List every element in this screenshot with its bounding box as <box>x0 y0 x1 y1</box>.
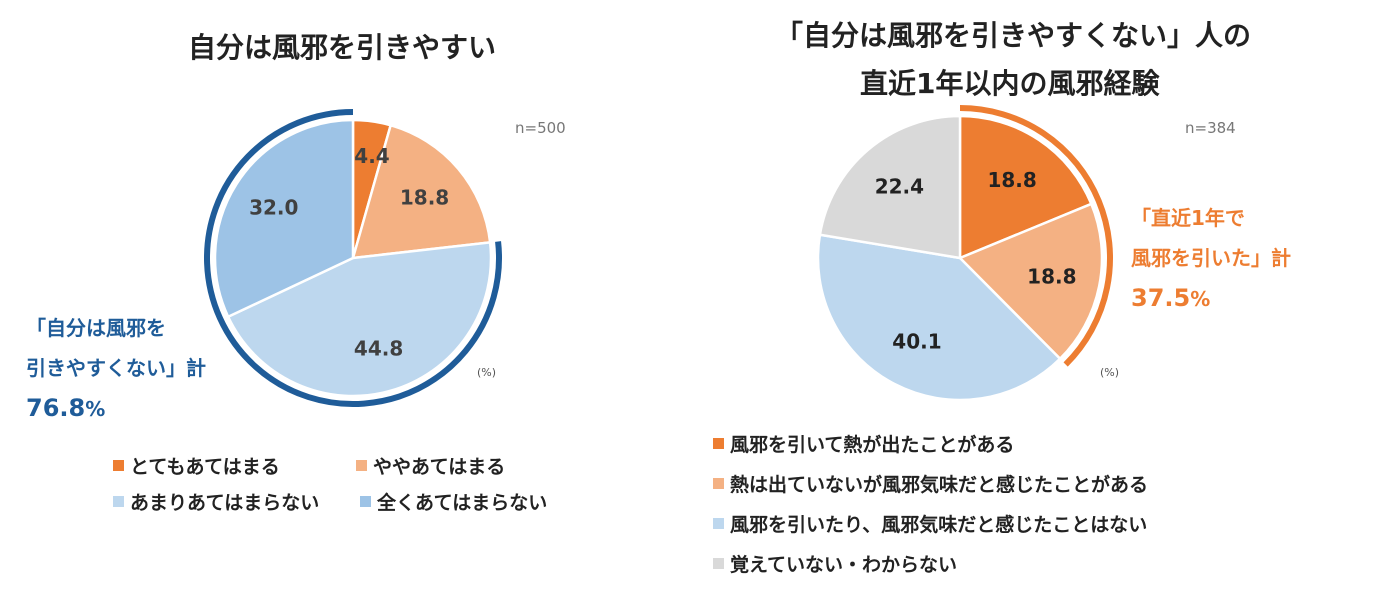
legend-label: 熱は出ていないが風邪気味だと感じたことがある <box>730 474 1149 496</box>
chart1-legend-item-0: とてもあてはまる <box>113 452 280 479</box>
chart1-title: 自分は風邪を引きやすい <box>188 31 497 64</box>
chart1-bracket-line2: 引きやすくない」計 <box>26 356 206 380</box>
legend-label: 風邪を引いたり、風邪気味だと感じたことはない <box>730 514 1148 536</box>
legend-label: 風邪を引いて熱が出たことがある <box>730 434 1015 456</box>
chart2-legend-item-3: 覚えていない・わからない <box>713 550 957 577</box>
chart1-slice-1 <box>351 123 492 260</box>
chart2-title-line1: 「自分は風邪を引きやすくない」人の <box>775 19 1252 52</box>
chart1-value-label-3: 32.0 <box>249 196 298 220</box>
chart2-value-label-0: 18.8 <box>987 168 1036 192</box>
chart2-title-line2: 直近1年以内の風邪経験 <box>860 67 1160 100</box>
chart2-legend-item-0: 風邪を引いて熱が出たことがある <box>713 430 1014 457</box>
chart2-slice-1 <box>957 202 1104 361</box>
chart2-legend-item-1: 熱は出ていないが風邪気味だと感じたことがある <box>713 470 1148 497</box>
chart1-legend-item-3: 全くあてはまらない <box>360 488 547 515</box>
legend-swatch <box>356 460 367 471</box>
chart1-bracket-unit: % <box>85 397 106 421</box>
chart1-unit: (%) <box>477 366 497 379</box>
legend-swatch <box>113 496 124 507</box>
legend-swatch <box>113 460 124 471</box>
chart2-slice-2 <box>816 233 1062 402</box>
chart1-bracket-arc <box>204 109 502 407</box>
chart2-legend-item-2: 風邪を引いたり、風邪気味だと感じたことはない <box>713 510 1147 537</box>
chart2-bracket-arc <box>959 105 1113 367</box>
legend-label: ややあてはまる <box>373 456 506 478</box>
chart2-value-label-3: 22.4 <box>875 175 924 199</box>
legend-label: 覚えていない・わからない <box>730 554 958 576</box>
legend-swatch <box>713 438 724 449</box>
chart1-bracket-value: 76.8 <box>26 394 86 422</box>
chart1-sample-size: n=500 <box>515 119 566 137</box>
chart2-slice-0 <box>958 114 1093 260</box>
chart2-unit: (%) <box>1100 366 1120 379</box>
legend-swatch <box>713 478 724 489</box>
chart1-legend-item-1: ややあてはまる <box>356 452 505 479</box>
chart1-slice-2 <box>226 241 493 398</box>
legend-label: とてもあてはまる <box>130 456 280 478</box>
chart2-slice-3 <box>818 114 962 260</box>
chart2-bracket-line1: 「直近1年で <box>1131 206 1245 230</box>
chart2-sample-size: n=384 <box>1185 119 1236 137</box>
legend-swatch <box>713 558 724 569</box>
chart1-legend-item-2: あまりあてはまらない <box>113 488 319 515</box>
legend-swatch <box>713 518 724 529</box>
chart1-value-label-1: 18.8 <box>400 185 449 209</box>
chart2-bracket-line2: 風邪を引いた」計 <box>1131 246 1291 270</box>
chart1-slice-3 <box>213 118 355 319</box>
legend-label: あまりあてはまらない <box>130 492 320 514</box>
chart1-value-label-2: 44.8 <box>354 336 403 360</box>
chart2-value-label-1: 18.8 <box>1027 265 1076 289</box>
chart1-bracket-line1: 「自分は風邪を <box>26 316 166 340</box>
chart2-value-label-2: 40.1 <box>892 329 941 353</box>
chart1-bracket-text: 「自分は風邪を 引きやすくない」計 76.8% <box>26 308 206 429</box>
legend-label: 全くあてはまらない <box>377 492 548 514</box>
legend-swatch <box>360 496 371 507</box>
chart2-bracket-unit: % <box>1190 287 1211 311</box>
chart1-value-label-0: 4.4 <box>354 144 389 168</box>
chart2-bracket-value: 37.5 <box>1131 284 1191 312</box>
chart2-bracket-text: 「直近1年で 風邪を引いた」計 37.5% <box>1131 198 1291 319</box>
